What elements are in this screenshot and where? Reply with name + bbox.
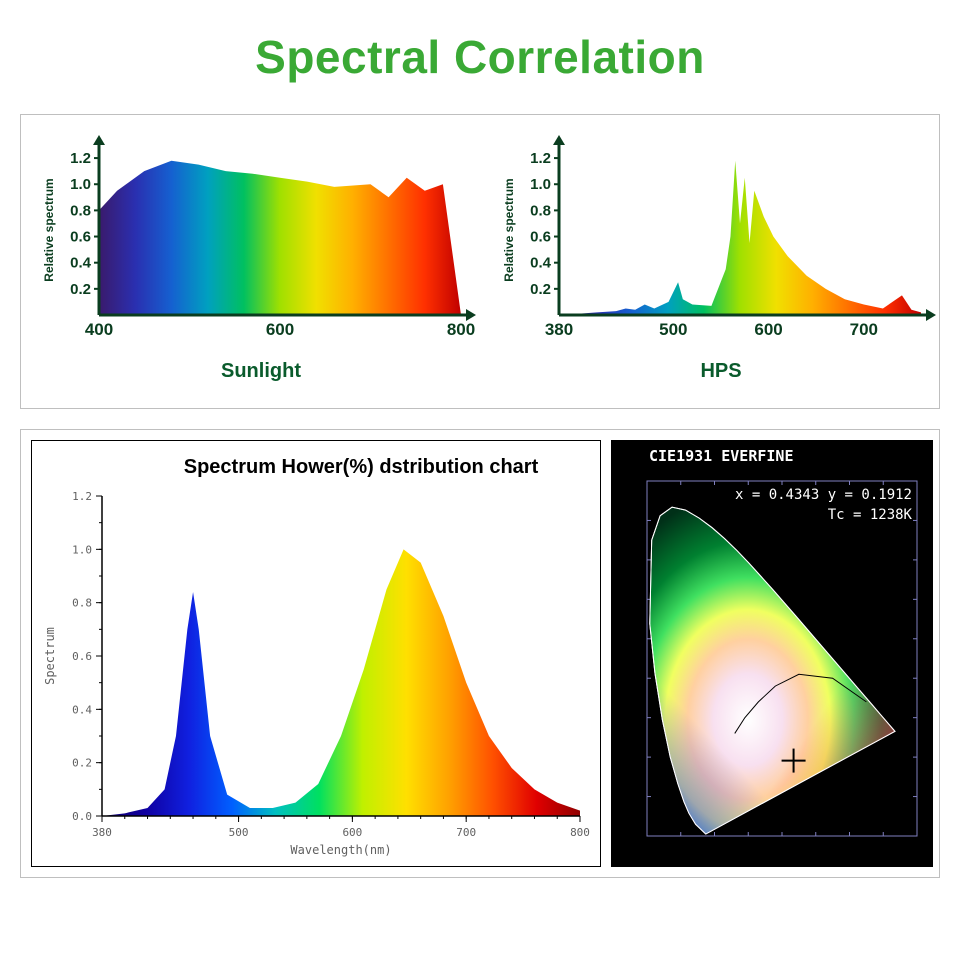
svg-text:0.2: 0.2	[530, 281, 551, 298]
svg-text:1.2: 1.2	[530, 150, 551, 167]
hps-chart: 0.2 0.4 0.6 0.8 1.0 1.2 380 500 600 700 Relative s…	[501, 135, 941, 345]
svg-text:800: 800	[447, 320, 475, 339]
hps-chart-box: 0.2 0.4 0.6 0.8 1.0 1.2 380 500 600 700 Relative s…	[501, 135, 941, 383]
svg-text:Tc = 1238K: Tc = 1238K	[828, 507, 913, 523]
svg-text:700: 700	[456, 826, 476, 839]
svg-text:1.2: 1.2	[72, 490, 92, 503]
svg-text:0.0: 0.0	[72, 810, 92, 823]
svg-text:CIE1931 EVERFINE: CIE1931 EVERFINE	[649, 447, 794, 465]
svg-text:600: 600	[342, 826, 362, 839]
svg-text:0.6: 0.6	[70, 229, 91, 246]
svg-text:380: 380	[545, 320, 573, 339]
svg-text:500: 500	[659, 320, 687, 339]
svg-text:0.4: 0.4	[530, 255, 552, 272]
svg-text:400: 400	[85, 320, 113, 339]
svg-text:Relative spectrum: Relative spectrum	[42, 178, 56, 281]
distribution-chart-box: 0.0 0.2 0.4 0.6 0.8 1.0 1.2 380 500 600 700 800 Wave…	[31, 440, 601, 867]
svg-text:600: 600	[754, 320, 782, 339]
cie1931-chart: CIE1931 EVERFINE x = 0.4343 y = 0.1912 Tc …	[612, 441, 932, 866]
svg-text:0.2: 0.2	[70, 281, 91, 298]
svg-text:380: 380	[92, 826, 112, 839]
page-title: Spectral Correlation	[20, 30, 940, 84]
top-panel: 0.2 0.4 0.6 0.8 1.0 1.2 400 600 800 Relative spec…	[20, 114, 940, 409]
distribution-chart: 0.0 0.2 0.4 0.6 0.8 1.0 1.2 380 500 600 700 800 Wave…	[32, 441, 600, 866]
svg-text:Relative spectrum: Relative spectrum	[502, 178, 516, 281]
svg-text:0.2: 0.2	[72, 757, 92, 770]
sunlight-label: Sunlight	[41, 360, 481, 383]
svg-text:0.4: 0.4	[70, 255, 92, 272]
svg-text:Spectrum Hower(%) dstribution: Spectrum Hower(%) dstribution chart	[184, 456, 539, 478]
svg-text:500: 500	[229, 826, 249, 839]
svg-text:0.6: 0.6	[530, 229, 551, 246]
svg-text:600: 600	[266, 320, 294, 339]
svg-text:1.0: 1.0	[530, 176, 551, 193]
svg-text:Wavelength(nm): Wavelength(nm)	[290, 843, 391, 857]
bottom-panel: 0.0 0.2 0.4 0.6 0.8 1.0 1.2 380 500 600 700 800 Wave…	[20, 429, 940, 878]
svg-text:1.2: 1.2	[70, 150, 91, 167]
svg-text:1.0: 1.0	[70, 176, 91, 193]
svg-text:0.6: 0.6	[72, 650, 92, 663]
hps-label: HPS	[501, 360, 941, 383]
svg-text:0.8: 0.8	[530, 202, 551, 219]
svg-text:0.8: 0.8	[70, 202, 91, 219]
svg-text:0.4: 0.4	[72, 703, 92, 716]
svg-text:700: 700	[850, 320, 878, 339]
sunlight-chart-box: 0.2 0.4 0.6 0.8 1.0 1.2 400 600 800 Relative spec…	[41, 135, 481, 383]
svg-text:Spectrum: Spectrum	[43, 627, 57, 685]
svg-text:x = 0.4343 y = 0.1912: x = 0.4343 y = 0.1912	[735, 487, 912, 503]
page-root: Spectral Correlation 0.2 0.4 0.6 0.8 1.0 1.2 4…	[0, 0, 960, 898]
sunlight-chart: 0.2 0.4 0.6 0.8 1.0 1.2 400 600 800 Relative spec…	[41, 135, 481, 345]
cie-chart-box: CIE1931 EVERFINE x = 0.4343 y = 0.1912 Tc …	[611, 440, 933, 867]
svg-text:0.8: 0.8	[72, 597, 92, 610]
svg-text:800: 800	[570, 826, 590, 839]
svg-text:1.0: 1.0	[72, 543, 92, 556]
